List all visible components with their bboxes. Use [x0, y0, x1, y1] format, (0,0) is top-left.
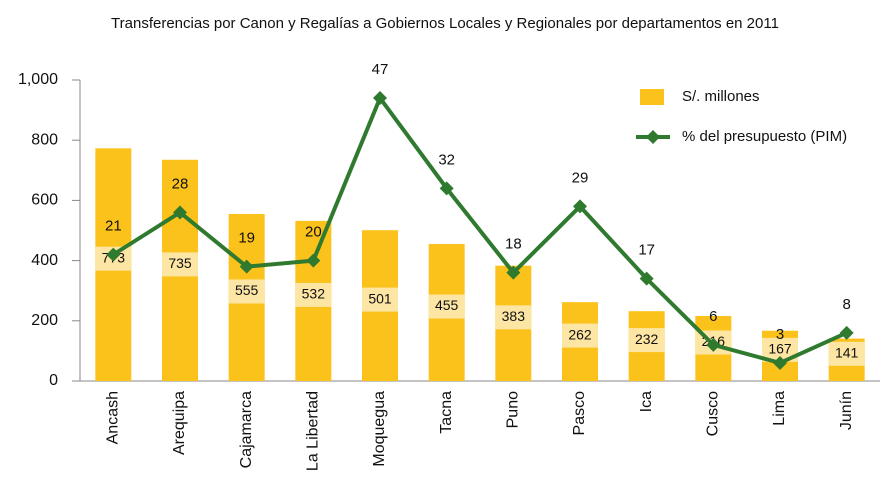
x-tick-label: Moquegua: [371, 391, 388, 467]
x-tick-label: Puno: [505, 391, 522, 428]
x-tick-label: La Libertad: [305, 391, 322, 471]
line-value-label: 17: [638, 242, 655, 259]
bar-value-label: 501: [368, 290, 392, 306]
bar-label-bg: [162, 252, 198, 277]
line-value-label: 32: [438, 151, 455, 168]
legend-swatch: [646, 130, 660, 144]
marker: [239, 259, 254, 274]
bar-value-label: 455: [435, 297, 459, 313]
bar-value-label: 532: [302, 286, 326, 302]
legend-label: S/. millones: [682, 88, 760, 105]
bar-value-label: 383: [502, 308, 526, 324]
legend-label: % del presupuesto (PIM): [682, 128, 847, 145]
bar-label-bg: [228, 279, 265, 304]
bar-label-bg: [428, 294, 465, 319]
marker: [839, 325, 854, 340]
bar-value-label: 232: [635, 331, 659, 347]
marker: [573, 199, 587, 214]
bar-value-label: 735: [168, 255, 192, 271]
x-tick-label: Arequipa: [171, 391, 188, 455]
x-tick-label: Lima: [771, 391, 788, 426]
marker: [706, 337, 721, 352]
chart-title: Transferencias por Canon y Regalías a Go…: [111, 15, 779, 32]
y-tick-label: 0: [49, 372, 58, 389]
y-tick-label: 800: [31, 131, 58, 148]
marker: [506, 265, 521, 280]
line-value-label: 28: [172, 175, 189, 192]
line-value-label: 19: [238, 230, 255, 247]
bar-value-label: 555: [235, 282, 259, 298]
marker: [306, 253, 321, 268]
line-value-label: 18: [505, 236, 522, 253]
y-tick-label: 200: [31, 312, 58, 329]
bar-label-bg: [362, 287, 398, 312]
line-value-label: 29: [572, 169, 589, 186]
y-tick-label: 600: [31, 192, 58, 209]
marker: [106, 247, 121, 262]
line-value-label: 6: [709, 308, 717, 325]
bar-label-bg: [495, 305, 532, 330]
bar-value-label: 167: [768, 341, 792, 357]
x-tick-label: Tacna: [438, 391, 455, 434]
bar-label-bg: [628, 328, 665, 353]
marker: [373, 91, 387, 106]
line-value-label: 21: [105, 218, 122, 235]
x-tick-label: Ancash: [105, 391, 122, 444]
x-tick-label: Ica: [638, 391, 655, 412]
line-value-label: 47: [372, 61, 389, 78]
x-tick-label: Cusco: [705, 391, 722, 436]
marker: [439, 181, 454, 196]
bar-value-label: 262: [568, 326, 592, 342]
marker: [639, 271, 654, 286]
marker: [173, 205, 187, 220]
bar-label-bg: [828, 341, 865, 366]
y-tick-label: 400: [31, 252, 58, 269]
legend-swatch: [640, 89, 664, 105]
line: [112, 94, 848, 366]
x-tick-label: Junín: [838, 391, 855, 430]
y-tick-label: 1,000: [18, 71, 58, 88]
marker: [773, 355, 787, 370]
x-tick-label: Pasco: [571, 391, 588, 436]
line-value-label: 8: [842, 296, 850, 313]
line-value-label: 3: [776, 326, 784, 343]
bar-label-bg: [295, 282, 332, 307]
bar-label-bg: [562, 323, 598, 348]
line-value-label: 20: [305, 224, 322, 241]
bar-value-label: 141: [835, 344, 859, 360]
x-tick-label: Cajamarca: [238, 391, 255, 468]
